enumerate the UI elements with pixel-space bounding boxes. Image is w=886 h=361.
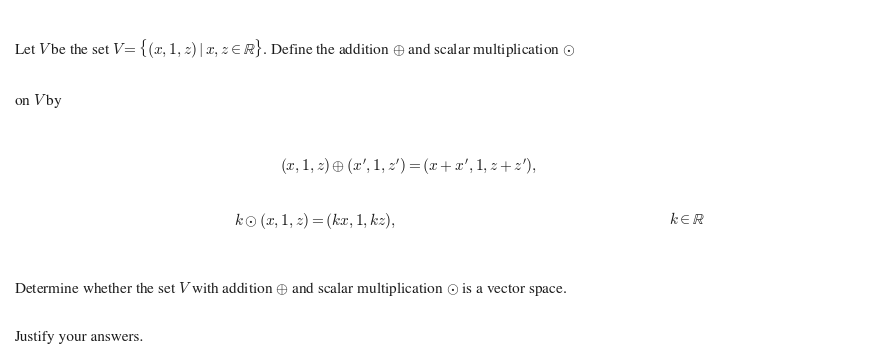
Text: $k \in \mathbb{R}$: $k \in \mathbb{R}$	[669, 211, 704, 227]
Text: on $V$ by: on $V$ by	[14, 92, 63, 110]
Text: $k \odot (x, 1, z) =(kx, 1, kz),$: $k \odot (x, 1, z) =(kx, 1, kz),$	[234, 211, 395, 231]
Text: $(x, 1, z) \oplus (x^{\prime}, 1, z^{\prime}) =(x + x^{\prime}, 1, z + z^{\prime: $(x, 1, z) \oplus (x^{\prime}, 1, z^{\pr…	[279, 157, 536, 177]
Text: Let $V$ be the set $V = \{(x, 1, z)\,|\,x, z \in \mathbb{R}\}$. Define the addit: Let $V$ be the set $V = \{(x, 1, z)\,|\,…	[14, 38, 575, 61]
Text: Justify your answers.: Justify your answers.	[14, 330, 144, 344]
Text: Determine whether the set $V$ with addition $\oplus$ and scalar multiplication $: Determine whether the set $V$ with addit…	[14, 280, 566, 298]
